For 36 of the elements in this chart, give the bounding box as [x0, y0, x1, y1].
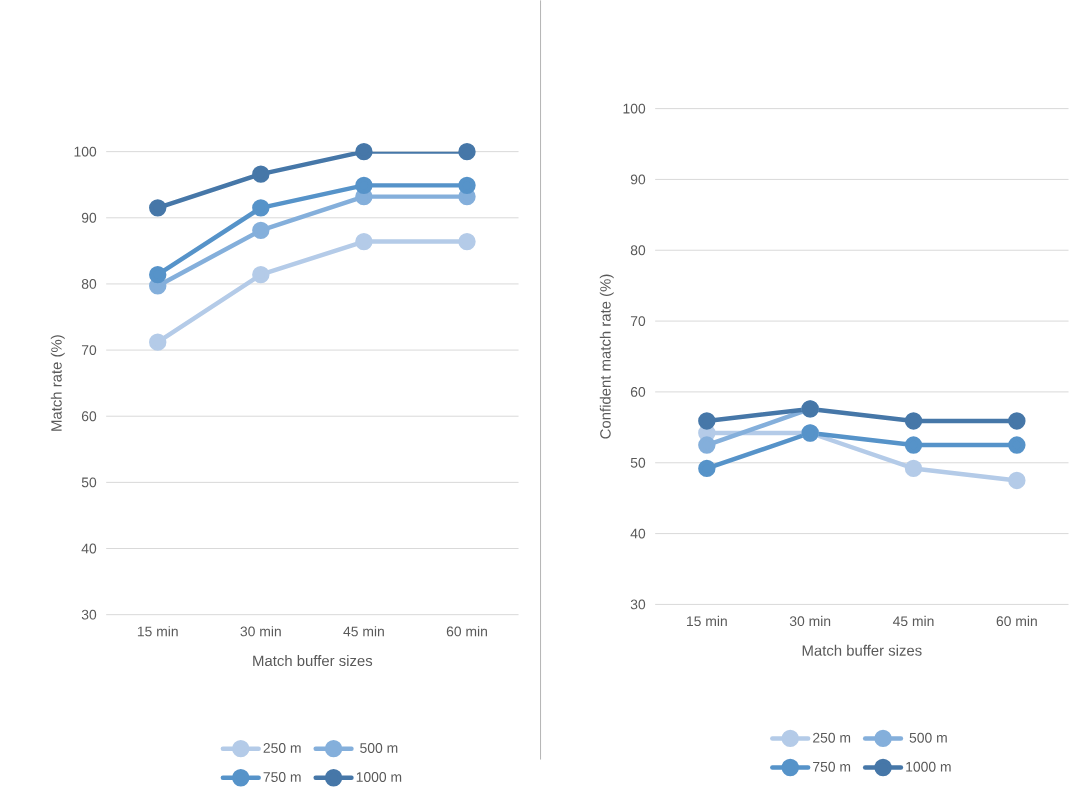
legend-label: 250 m [263, 742, 301, 753]
x-tick-label: 30 min [240, 625, 281, 637]
legend-label: 1000 m [356, 771, 402, 782]
y-tick-label: 60 [81, 411, 97, 421]
x-tick-label: 60 min [996, 615, 1037, 626]
y-tick-label: 90 [81, 212, 97, 223]
y-tick-label: 100 [74, 146, 97, 157]
y-tick-label: 100 [623, 103, 646, 114]
y-axis-title: Confident match rate (%) [599, 274, 614, 439]
x-tick-label: 30 min [789, 615, 831, 626]
x-tick-label: 60 min [446, 625, 487, 637]
x-axis-title: Match buffer sizes [802, 644, 922, 656]
x-axis-title: Match buffer sizes [253, 654, 373, 666]
x-tick-label: 15 min [137, 625, 178, 637]
y-tick-label: 70 [630, 316, 646, 326]
x-tick-label: 45 min [892, 615, 934, 626]
legend-label: 1000 m [906, 761, 951, 772]
y-tick-label: 80 [630, 245, 646, 256]
y-tick-label: 30 [81, 609, 97, 620]
legend-label: 500 m [360, 742, 398, 753]
y-tick-label: 70 [81, 344, 97, 355]
legend-label: 250 m [813, 732, 851, 743]
y-axis-title: Match rate (%) [50, 335, 65, 431]
y-tick-label: 60 [630, 386, 646, 397]
y-tick-label: 90 [630, 174, 646, 185]
x-tick-label: 15 min [687, 615, 727, 626]
y-tick-label: 50 [81, 477, 97, 488]
y-tick-label: 80 [81, 278, 97, 289]
x-tick-label: 45 min [343, 625, 384, 637]
y-tick-label: 30 [630, 599, 646, 610]
legend-label: 500 m [909, 732, 947, 743]
y-tick-label: 40 [630, 528, 646, 539]
y-tick-label: 40 [81, 543, 97, 554]
y-tick-label: 50 [630, 457, 646, 468]
legend-label: 750 m [813, 761, 851, 772]
legend-label: 750 m [263, 771, 301, 782]
